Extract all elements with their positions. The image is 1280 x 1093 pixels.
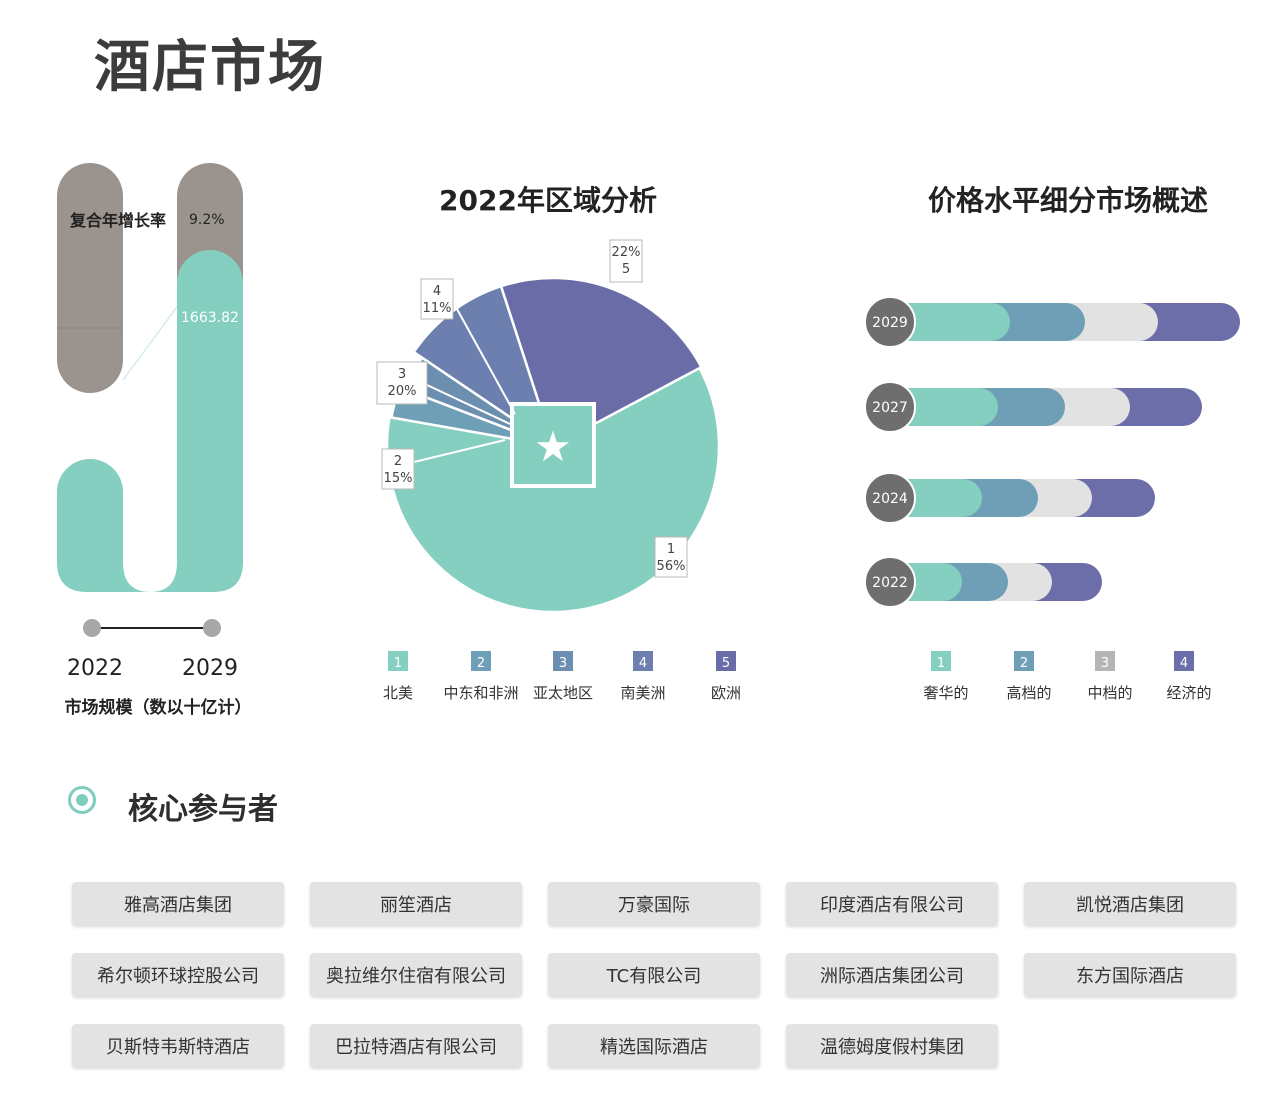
player-chip: 奥拉维尔住宿有限公司 [310, 953, 522, 996]
market-size-caption: 市场规模（数以十亿计） [65, 697, 252, 718]
region-legend: 1 北美 2 中东和非洲 3 亚太地区 4 南美洲 5 欧洲 [383, 651, 741, 702]
player-chip: 凯悦酒店集团 [1024, 882, 1236, 925]
price-legend-label-3: 中档的 [1087, 684, 1132, 702]
player-chip: 贝斯特韦斯特酒店 [72, 1024, 284, 1067]
price-segment-chart: 2029 2027 2024 2022 [865, 297, 1240, 607]
year-badge-label-2029: 2029 [872, 315, 908, 331]
player-chip: 希尔顿环球控股公司 [72, 953, 284, 996]
star-icon: ★ [534, 422, 572, 471]
year-badge-label-2022: 2022 [872, 575, 908, 591]
legend-number-4: 4 [639, 656, 647, 671]
callout-percent-2: 15% [384, 471, 413, 486]
callout-id-4: 4 [433, 284, 441, 299]
callout-id-2: 2 [394, 454, 402, 469]
timeline-dot-2022 [83, 619, 101, 637]
legend-label-4: 南美洲 [620, 684, 665, 702]
price-legend-label-2: 高档的 [1006, 684, 1051, 702]
legend-label-2: 中东和非洲 [443, 684, 518, 702]
price-legend-number-4: 4 [1180, 656, 1188, 671]
price-legend-label-4: 经济的 [1166, 684, 1211, 702]
player-chip: 丽笙酒店 [310, 882, 522, 925]
callout-id-3: 3 [398, 367, 406, 382]
market-size-chart: 898.56 1663.82 复合年增长率 9.2% 2022 2029 市场规… [57, 163, 252, 718]
section-bullet-icon [68, 786, 96, 814]
segment-row-2024: 2024 [865, 473, 1155, 523]
timeline-dot-2029 [203, 619, 221, 637]
price-legend-number-2: 2 [1020, 656, 1028, 671]
player-chip: 万豪国际 [548, 882, 760, 925]
cagr-value: 9.2% [189, 212, 225, 228]
player-chip: 巴拉特酒店有限公司 [310, 1024, 522, 1067]
legend-number-5: 5 [722, 656, 730, 671]
charts-canvas: 898.56 1663.82 复合年增长率 9.2% 2022 2029 市场规… [0, 0, 1280, 760]
segment-row-2027: 2027 [865, 382, 1202, 432]
growth-connector [123, 300, 182, 380]
callout-percent-1: 56% [657, 559, 686, 574]
players-section-title: 核心参与者 [128, 784, 278, 828]
year-badge-label-2027: 2027 [872, 400, 908, 416]
player-chip: 温德姆度假村集团 [786, 1024, 998, 1067]
region-pie-chart: ★ 1 56% 2 15% 3 20% 4 11% 22% 5 [377, 240, 719, 612]
price-legend-label-1: 奢华的 [923, 684, 968, 702]
segment-row-2022: 2022 [865, 557, 1102, 607]
year-label-2029: 2029 [182, 656, 238, 681]
callout-percent-5: 22% [612, 245, 641, 260]
callout-percent-3: 20% [388, 384, 417, 399]
legend-number-2: 2 [477, 656, 485, 671]
legend-label-1: 北美 [383, 684, 413, 702]
legend-label-3: 亚太地区 [533, 684, 593, 702]
legend-label-5: 欧洲 [711, 684, 741, 702]
player-chip: 印度酒店有限公司 [786, 882, 998, 925]
bar-2029-value: 1663.82 [181, 310, 239, 326]
players-grid: 雅高酒店集团 丽笙酒店 万豪国际 印度酒店有限公司 凯悦酒店集团希尔顿环球控股公司 奥拉维… [72, 882, 1242, 1067]
bar-2022-value: 898.56 [66, 418, 115, 434]
price-legend-number-1: 1 [937, 656, 945, 671]
player-chip: 洲际酒店集团公司 [786, 953, 998, 996]
segment-row-2029: 2029 [865, 297, 1240, 347]
legend-number-1: 1 [394, 656, 402, 671]
price-legend-number-3: 3 [1101, 656, 1109, 671]
callout-id-5: 5 [622, 262, 630, 277]
bar-2022-background [57, 163, 123, 393]
price-chart-title: 价格水平细分市场概述 [928, 184, 1208, 217]
callout-percent-4: 11% [423, 301, 452, 316]
region-chart-title: 2022年区域分析 [439, 184, 657, 217]
callout-id-1: 1 [667, 542, 675, 557]
year-label-2022: 2022 [67, 656, 123, 681]
year-badge-label-2024: 2024 [872, 491, 908, 507]
player-chip: 精选国际酒店 [548, 1024, 760, 1067]
player-chip: TC有限公司 [548, 953, 760, 996]
price-legend: 1 奢华的 2 高档的 3 中档的 4 经济的 [923, 651, 1211, 702]
player-chip: 东方国际酒店 [1024, 953, 1236, 996]
legend-number-3: 3 [559, 656, 567, 671]
cagr-label: 复合年增长率 [69, 211, 166, 230]
player-chip: 雅高酒店集团 [72, 882, 284, 925]
